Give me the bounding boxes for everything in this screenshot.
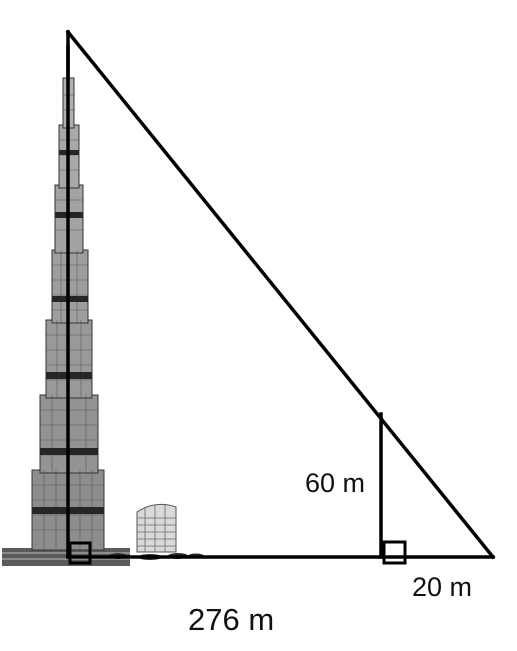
triangle-lines (65, 29, 496, 560)
pole-height-label: 60 m (305, 468, 365, 498)
tower-illustration (2, 45, 130, 566)
tower-tier-4 (51, 249, 89, 324)
hypotenuse-line (65, 29, 496, 560)
total-base-label: 276 m (188, 602, 274, 637)
shadow-beyond-pole-label: 20 m (412, 572, 472, 602)
right-angle-marker-pole (382, 540, 407, 565)
right-angle-marker-tower (68, 541, 92, 565)
